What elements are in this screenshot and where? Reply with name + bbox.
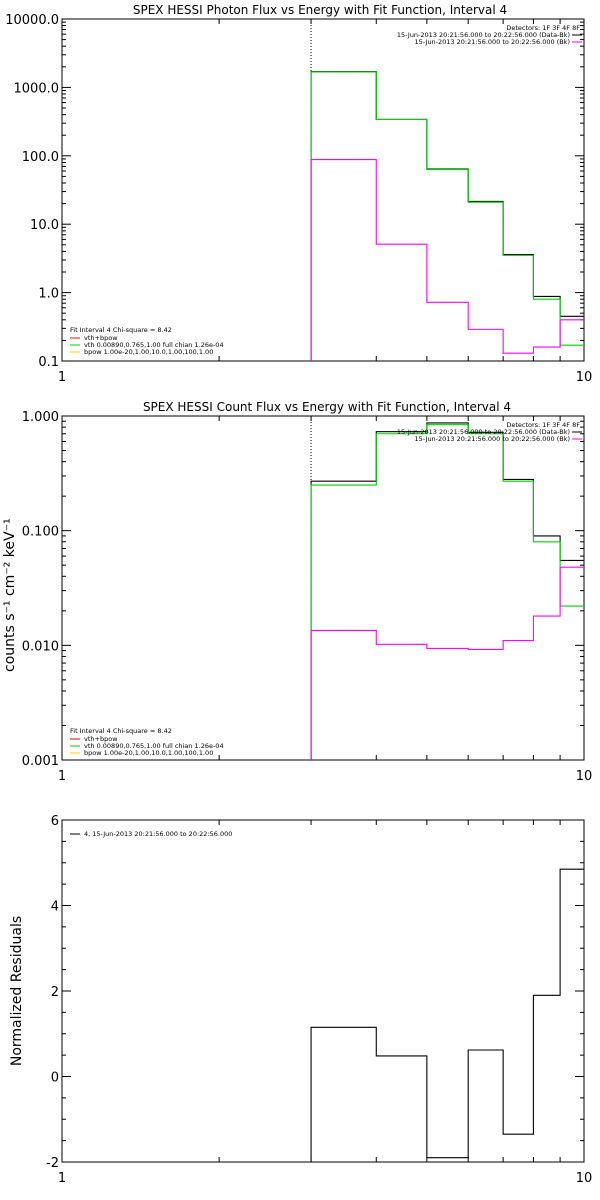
photon-x-tick-0: 1: [58, 370, 66, 385]
count-legend-top: Detectors: 1F 3F 4F 8F 15-Jun-2013 20:21…: [397, 421, 582, 443]
photon-series-data-bk: [310, 71, 584, 361]
photon-marks: [62, 18, 584, 362]
residuals-y-axis-label: Normalized Residuals: [9, 916, 25, 1066]
count-x-ticks: 1 10: [58, 769, 592, 784]
count-y-tick-0: 0.001: [22, 754, 59, 769]
photon-legend-bottom: Fit Interval 4 Chi-square = 8.42 vth+bpo…: [70, 326, 224, 356]
photon-series-fit: [310, 71, 584, 361]
photon-y-tick-4: 1000.0: [14, 81, 60, 96]
count-legend-bpow: bpow 1.00e-20,1.00,10.0,1.00,100,1.00: [84, 749, 213, 757]
residuals-legend: 4, 15-Jun-2013 20:21:56.000 to 20:22:56.…: [70, 830, 232, 838]
photon-legend-vthbpow: vth+bpow: [84, 334, 118, 342]
residuals-y-tick-2: 2: [51, 985, 59, 1000]
count-legend-bottom: Fit Interval 4 Chi-square = 8.42 vth+bpo…: [70, 727, 224, 757]
residuals-y-tick-3: 4: [51, 900, 59, 915]
count-marks: [62, 415, 584, 761]
count-series-data-bk: [310, 422, 584, 760]
count-legend-fit: Fit Interval 4 Chi-square = 8.42: [70, 727, 172, 735]
count-x-tick-0: 1: [58, 769, 66, 784]
photon-x-tick-1: 10: [576, 370, 593, 385]
photon-y-tick-2: 10.0: [30, 218, 59, 233]
photon-legend-detectors: Detectors: 1F 3F 4F 8F: [506, 24, 580, 32]
residuals-x-tick-1: 10: [576, 1171, 593, 1186]
photon-series-bk: [310, 159, 584, 361]
count-legend-data: 15-Jun-2013 20:21:56.000 to 20:22:56.000…: [397, 428, 570, 436]
residuals-x-ticks: 1 10: [58, 1171, 592, 1186]
count-flux-title: SPEX HESSI Count Flux vs Energy with Fit…: [143, 400, 511, 414]
count-plot-frame: [61, 415, 585, 761]
count-series-bk: [310, 566, 584, 760]
photon-y-tick-0: 0.1: [38, 355, 59, 370]
count-y-axis-label: counts s⁻¹ cm⁻² keV⁻¹: [2, 518, 18, 672]
residuals-marks: [62, 819, 584, 1163]
photon-legend-top: Detectors: 1F 3F 4F 8F 15-Jun-2013 20:21…: [397, 24, 582, 46]
count-legend-vth: vth 0.00890,0.765,1.00 full chian 1.26e-…: [84, 742, 224, 750]
photon-legend-bpow: bpow 1.00e-20,1.00,10.0,1.00,100,1.00: [84, 348, 213, 356]
count-flux-panel: SPEX HESSI Count Flux vs Energy with Fit…: [2, 400, 592, 784]
photon-y-tick-1: 1.0: [38, 287, 59, 302]
photon-legend-bk: 15-Jun-2013 20:21:56.000 to 20:22:56.000…: [415, 38, 570, 46]
count-legend-detectors: Detectors: 1F 3F 4F 8F: [506, 421, 580, 429]
photon-y-tick-3: 100.0: [22, 150, 59, 165]
photon-legend-fit: Fit Interval 4 Chi-square = 8.42: [70, 326, 172, 334]
photon-x-ticks: 1 10: [58, 370, 592, 385]
photon-y-tick-5: 10000.0: [5, 13, 59, 28]
photon-flux-panel: SPEX HESSI Photon Flux vs Energy with Fi…: [5, 3, 592, 385]
residuals-x-tick-0: 1: [58, 1171, 66, 1186]
residuals-y-tick-0: -2: [46, 1156, 59, 1171]
residuals-y-tick-1: 0: [51, 1071, 59, 1086]
photon-plot-frame: [61, 18, 585, 362]
count-legend-vthbpow: vth+bpow: [84, 735, 118, 743]
count-y-tick-2: 0.100: [22, 525, 59, 540]
residuals-panel: Normalized Residuals -2 0 2 4 6 1 10 4, …: [9, 814, 592, 1186]
residuals-legend-text: 4, 15-Jun-2013 20:21:56.000 to 20:22:56.…: [84, 830, 232, 838]
count-y-tick-3: 1.000: [22, 410, 59, 425]
count-legend-bk: 15-Jun-2013 20:21:56.000 to 20:22:56.000…: [415, 435, 570, 443]
residuals-y-ticks: -2 0 2 4 6: [46, 814, 59, 1171]
residuals-y-tick-4: 6: [51, 814, 59, 829]
photon-y-ticks: 0.1 1.0 10.0 100.0 1000.0 10000.0: [5, 13, 59, 370]
count-series-fit: [310, 424, 584, 760]
photon-flux-title: SPEX HESSI Photon Flux vs Energy with Fi…: [133, 3, 507, 17]
photon-legend-data: 15-Jun-2013 20:21:56.000 to 20:22:56.000…: [397, 31, 570, 39]
residuals-series-residuals: [310, 868, 584, 1162]
photon-legend-vth: vth 0.00890,0.765,1.00 full chian 1.26e-…: [84, 341, 224, 349]
count-x-tick-1: 10: [576, 769, 593, 784]
count-y-ticks: 0.001 0.010 0.100 1.000: [22, 410, 59, 769]
count-y-tick-1: 0.010: [22, 639, 59, 654]
residuals-plot-frame: [61, 819, 585, 1163]
